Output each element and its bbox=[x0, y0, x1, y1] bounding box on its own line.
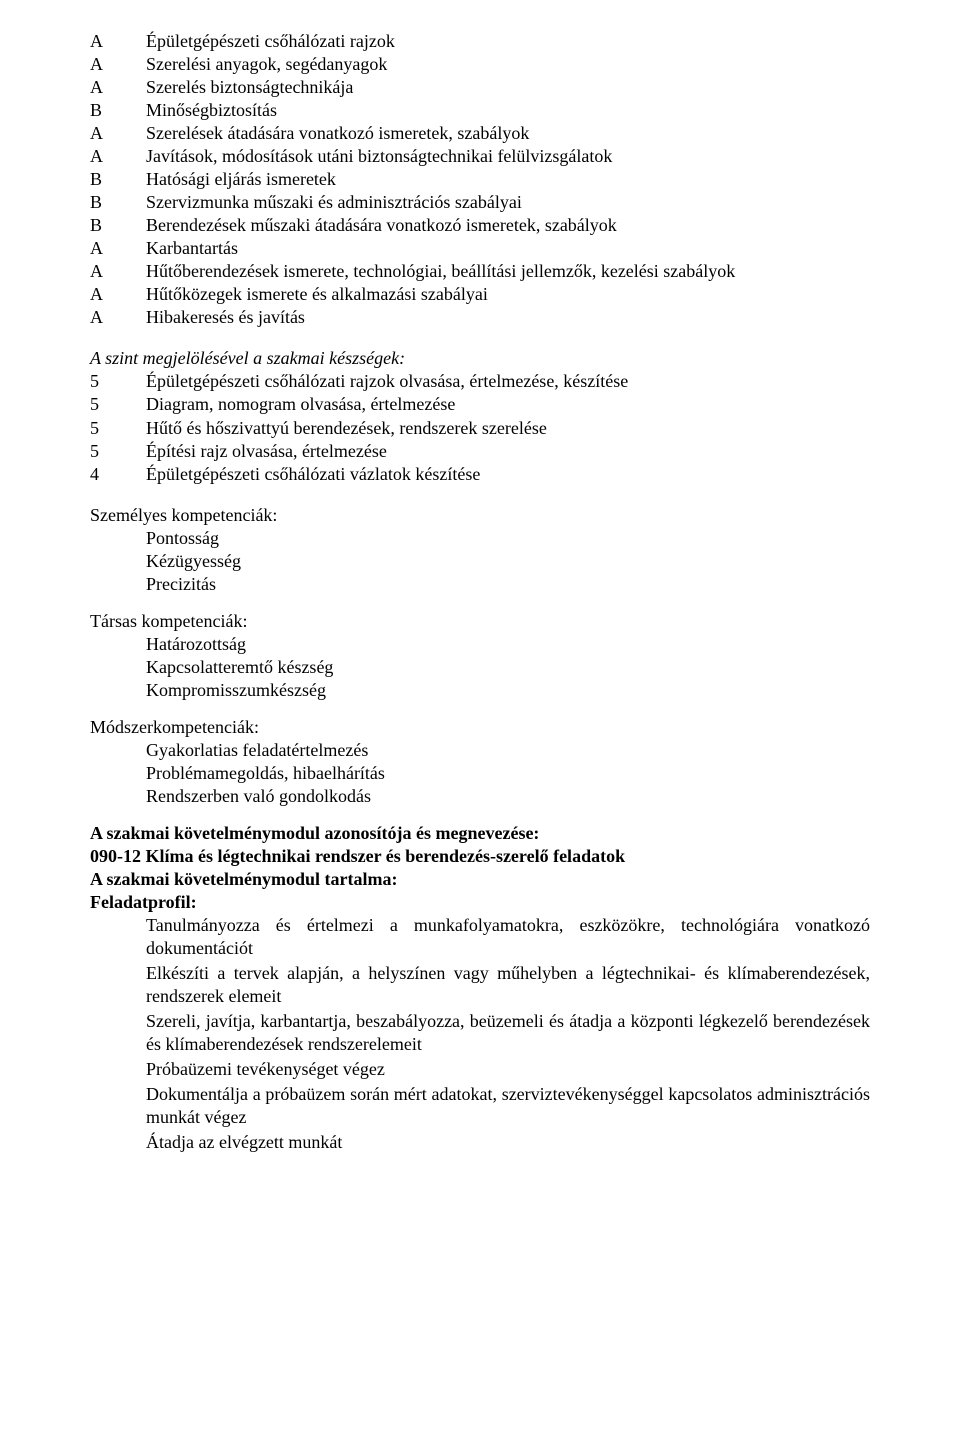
personal-heading: Személyes kompetenciák: bbox=[90, 504, 870, 527]
task-item: Szereli, javítja, karbantartja, beszabál… bbox=[146, 1010, 870, 1056]
item-mark: A bbox=[90, 53, 146, 76]
list-item: 5Hűtő és hőszivattyú berendezések, rends… bbox=[90, 417, 870, 440]
item-text: Diagram, nomogram olvasása, értelmezése bbox=[146, 393, 455, 416]
document-page: AÉpületgépészeti csőhálózati rajzok ASze… bbox=[0, 0, 960, 1456]
item-text: Szerelés biztonságtechnikája bbox=[146, 76, 353, 99]
item-text: Hibakeresés és javítás bbox=[146, 306, 305, 329]
item-text: Berendezések műszaki átadására vonatkozó… bbox=[146, 214, 617, 237]
task-item: Tanulmányozza és értelmezi a munkafolyam… bbox=[146, 914, 870, 960]
task-item: Dokumentálja a próbaüzem során mért adat… bbox=[146, 1083, 870, 1129]
item-text: Hatósági eljárás ismeretek bbox=[146, 168, 336, 191]
item-mark: B bbox=[90, 168, 146, 191]
item-text: Javítások, módosítások utáni biztonságte… bbox=[146, 145, 612, 168]
list-item: BMinőségbiztosítás bbox=[90, 99, 870, 122]
list-item: Kompromisszumkészség bbox=[146, 679, 870, 702]
list-item: 5Építési rajz olvasása, értelmezése bbox=[90, 440, 870, 463]
item-text: Épületgépészeti csőhálózati vázlatok kés… bbox=[146, 463, 480, 486]
list-item: ASzerelési anyagok, segédanyagok bbox=[90, 53, 870, 76]
module-title: 090-12 Klíma és légtechnikai rendszer és… bbox=[90, 845, 870, 868]
item-mark: A bbox=[90, 283, 146, 306]
list-item: 5Diagram, nomogram olvasása, értelmezése bbox=[90, 393, 870, 416]
social-list: Határozottság Kapcsolatteremtő készség K… bbox=[90, 633, 870, 702]
list-item: Problémamegoldás, hibaelhárítás bbox=[146, 762, 870, 785]
task-item: Elkészíti a tervek alapján, a helyszínen… bbox=[146, 962, 870, 1008]
list-item: Kapcsolatteremtő készség bbox=[146, 656, 870, 679]
item-mark: A bbox=[90, 260, 146, 283]
list-item: ASzerelés biztonságtechnikája bbox=[90, 76, 870, 99]
item-mark: A bbox=[90, 237, 146, 260]
item-text: Hűtő és hőszivattyú berendezések, rendsz… bbox=[146, 417, 547, 440]
list-item: AÉpületgépészeti csőhálózati rajzok bbox=[90, 30, 870, 53]
task-list: Tanulmányozza és értelmezi a munkafolyam… bbox=[90, 914, 870, 1154]
personal-list: Pontosság Kézügyesség Precizitás bbox=[90, 527, 870, 596]
item-mark: A bbox=[90, 145, 146, 168]
ab-list: AÉpületgépészeti csőhálózati rajzok ASze… bbox=[90, 30, 870, 329]
task-item: Átadja az elvégzett munkát bbox=[146, 1131, 870, 1154]
item-text: Építési rajz olvasása, értelmezése bbox=[146, 440, 387, 463]
list-item: BHatósági eljárás ismeretek bbox=[90, 168, 870, 191]
list-item: 4Épületgépészeti csőhálózati vázlatok ké… bbox=[90, 463, 870, 486]
list-item: Határozottság bbox=[146, 633, 870, 656]
list-item: BBerendezések műszaki átadására vonatkoz… bbox=[90, 214, 870, 237]
list-item: Kézügyesség bbox=[146, 550, 870, 573]
list-item: AJavítások, módosítások utáni biztonságt… bbox=[90, 145, 870, 168]
list-item: AHibakeresés és javítás bbox=[90, 306, 870, 329]
levels-heading: A szint megjelölésével a szakmai készség… bbox=[90, 347, 870, 370]
item-text: Szerelési anyagok, segédanyagok bbox=[146, 53, 387, 76]
item-text: Szervizmunka műszaki és adminisztrációs … bbox=[146, 191, 522, 214]
item-mark: B bbox=[90, 191, 146, 214]
item-text: Épületgépészeti csőhálózati rajzok bbox=[146, 30, 395, 53]
item-mark: 5 bbox=[90, 393, 146, 416]
item-mark: 4 bbox=[90, 463, 146, 486]
item-text: Épületgépészeti csőhálózati rajzok olvas… bbox=[146, 370, 628, 393]
item-mark: 5 bbox=[90, 440, 146, 463]
item-mark: A bbox=[90, 76, 146, 99]
list-item: Precizitás bbox=[146, 573, 870, 596]
item-text: Hűtőberendezések ismerete, technológiai,… bbox=[146, 260, 735, 283]
list-item: Pontosság bbox=[146, 527, 870, 550]
social-heading: Társas kompetenciák: bbox=[90, 610, 870, 633]
item-text: Hűtőközegek ismerete és alkalmazási szab… bbox=[146, 283, 488, 306]
list-item: AKarbantartás bbox=[90, 237, 870, 260]
task-item: Próbaüzemi tevékenységet végez bbox=[146, 1058, 870, 1081]
method-heading: Módszerkompetenciák: bbox=[90, 716, 870, 739]
item-text: Szerelések átadására vonatkozó ismeretek… bbox=[146, 122, 529, 145]
item-mark: 5 bbox=[90, 370, 146, 393]
list-item: Rendszerben való gondolkodás bbox=[146, 785, 870, 808]
list-item: ASzerelések átadására vonatkozó ismerete… bbox=[90, 122, 870, 145]
list-item: AHűtőközegek ismerete és alkalmazási sza… bbox=[90, 283, 870, 306]
list-item: 5Épületgépészeti csőhálózati rajzok olva… bbox=[90, 370, 870, 393]
item-mark: A bbox=[90, 306, 146, 329]
list-item: Gyakorlatias feladatértelmezés bbox=[146, 739, 870, 762]
item-mark: A bbox=[90, 30, 146, 53]
module-content-heading: A szakmai követelménymodul tartalma: bbox=[90, 868, 870, 891]
item-mark: 5 bbox=[90, 417, 146, 440]
list-item: AHűtőberendezések ismerete, technológiai… bbox=[90, 260, 870, 283]
item-mark: B bbox=[90, 99, 146, 122]
item-text: Karbantartás bbox=[146, 237, 238, 260]
item-mark: A bbox=[90, 122, 146, 145]
module-id-heading: A szakmai követelménymodul azonosítója é… bbox=[90, 822, 870, 845]
task-profile-heading: Feladatprofil: bbox=[90, 891, 870, 914]
method-list: Gyakorlatias feladatértelmezés Problémam… bbox=[90, 739, 870, 808]
item-mark: B bbox=[90, 214, 146, 237]
levels-list: 5Épületgépészeti csőhálózati rajzok olva… bbox=[90, 370, 870, 485]
item-text: Minőségbiztosítás bbox=[146, 99, 277, 122]
list-item: BSzervizmunka műszaki és adminisztrációs… bbox=[90, 191, 870, 214]
